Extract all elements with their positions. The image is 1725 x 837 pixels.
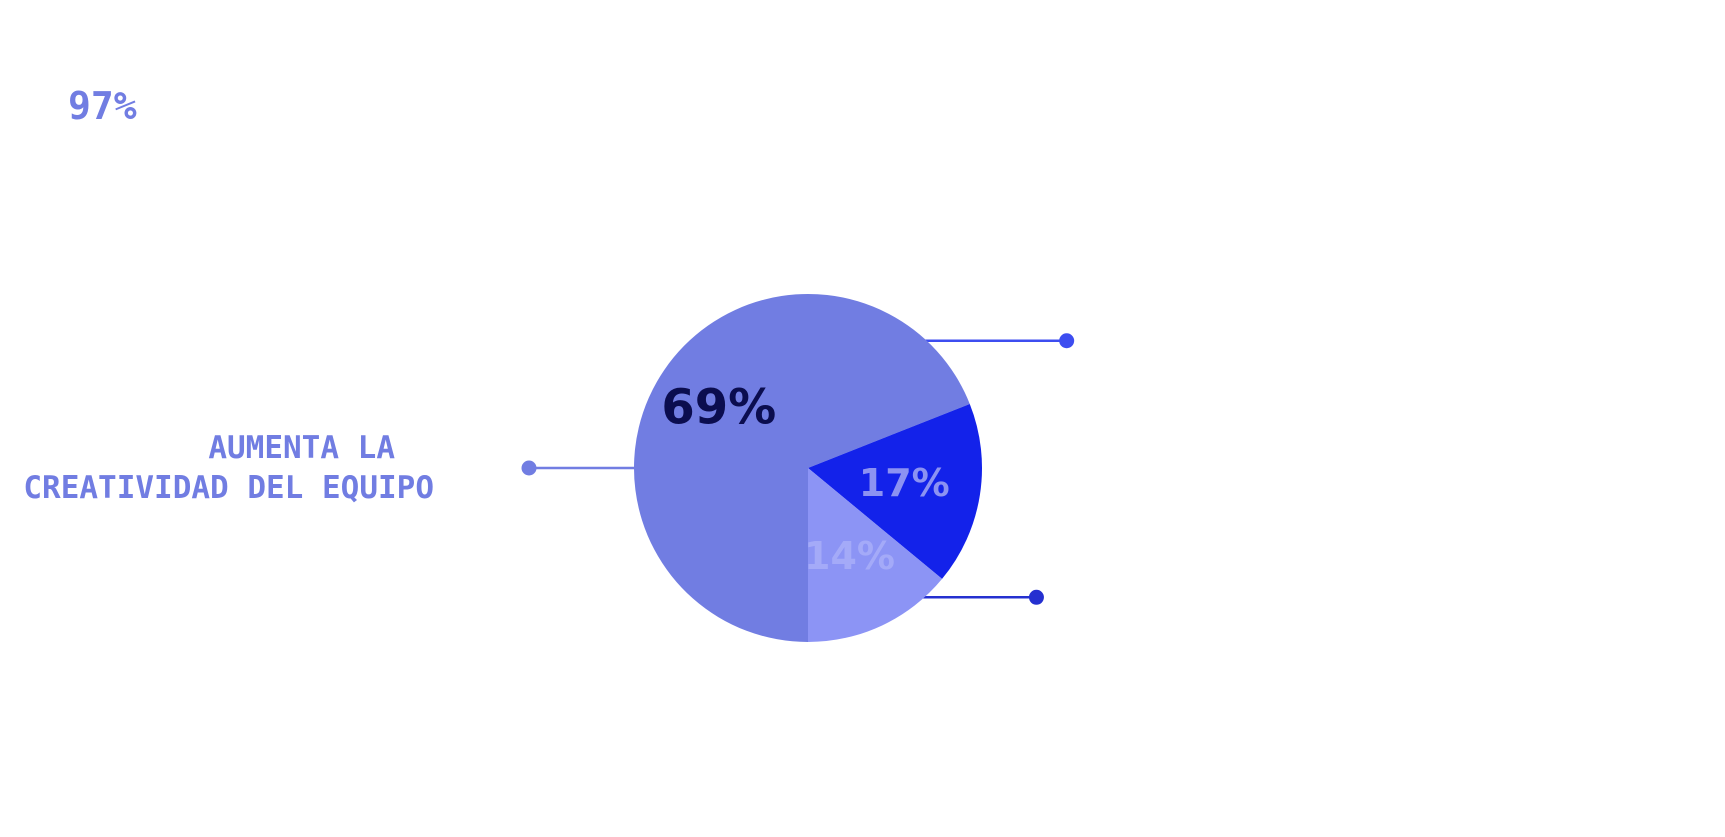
slice-value-label-1: 69% (661, 379, 776, 435)
pie-slice-2 (808, 403, 982, 579)
slice-value-label-2: 17% (859, 461, 950, 505)
slice-label-group: 69% 17% 14% (661, 379, 949, 578)
headline-percentage: 97% (68, 84, 137, 128)
pie-slice-1 (633, 293, 970, 642)
connector-dot-3 (1028, 589, 1044, 605)
pie-slice-3 (808, 468, 943, 642)
connector-dot-1 (521, 460, 537, 476)
slice-value-label-3: 14% (804, 534, 895, 578)
connector-dot-2 (1059, 333, 1075, 349)
connector-group (521, 333, 1075, 605)
category-label: AUMENTA LA CREATIVIDAD DEL EQUIPO (4, 428, 434, 508)
slice-group (633, 293, 982, 642)
category-label-line-2: CREATIVIDAD DEL EQUIPO (23, 470, 434, 506)
category-label-line-1: AUMENTA LA (208, 430, 395, 466)
